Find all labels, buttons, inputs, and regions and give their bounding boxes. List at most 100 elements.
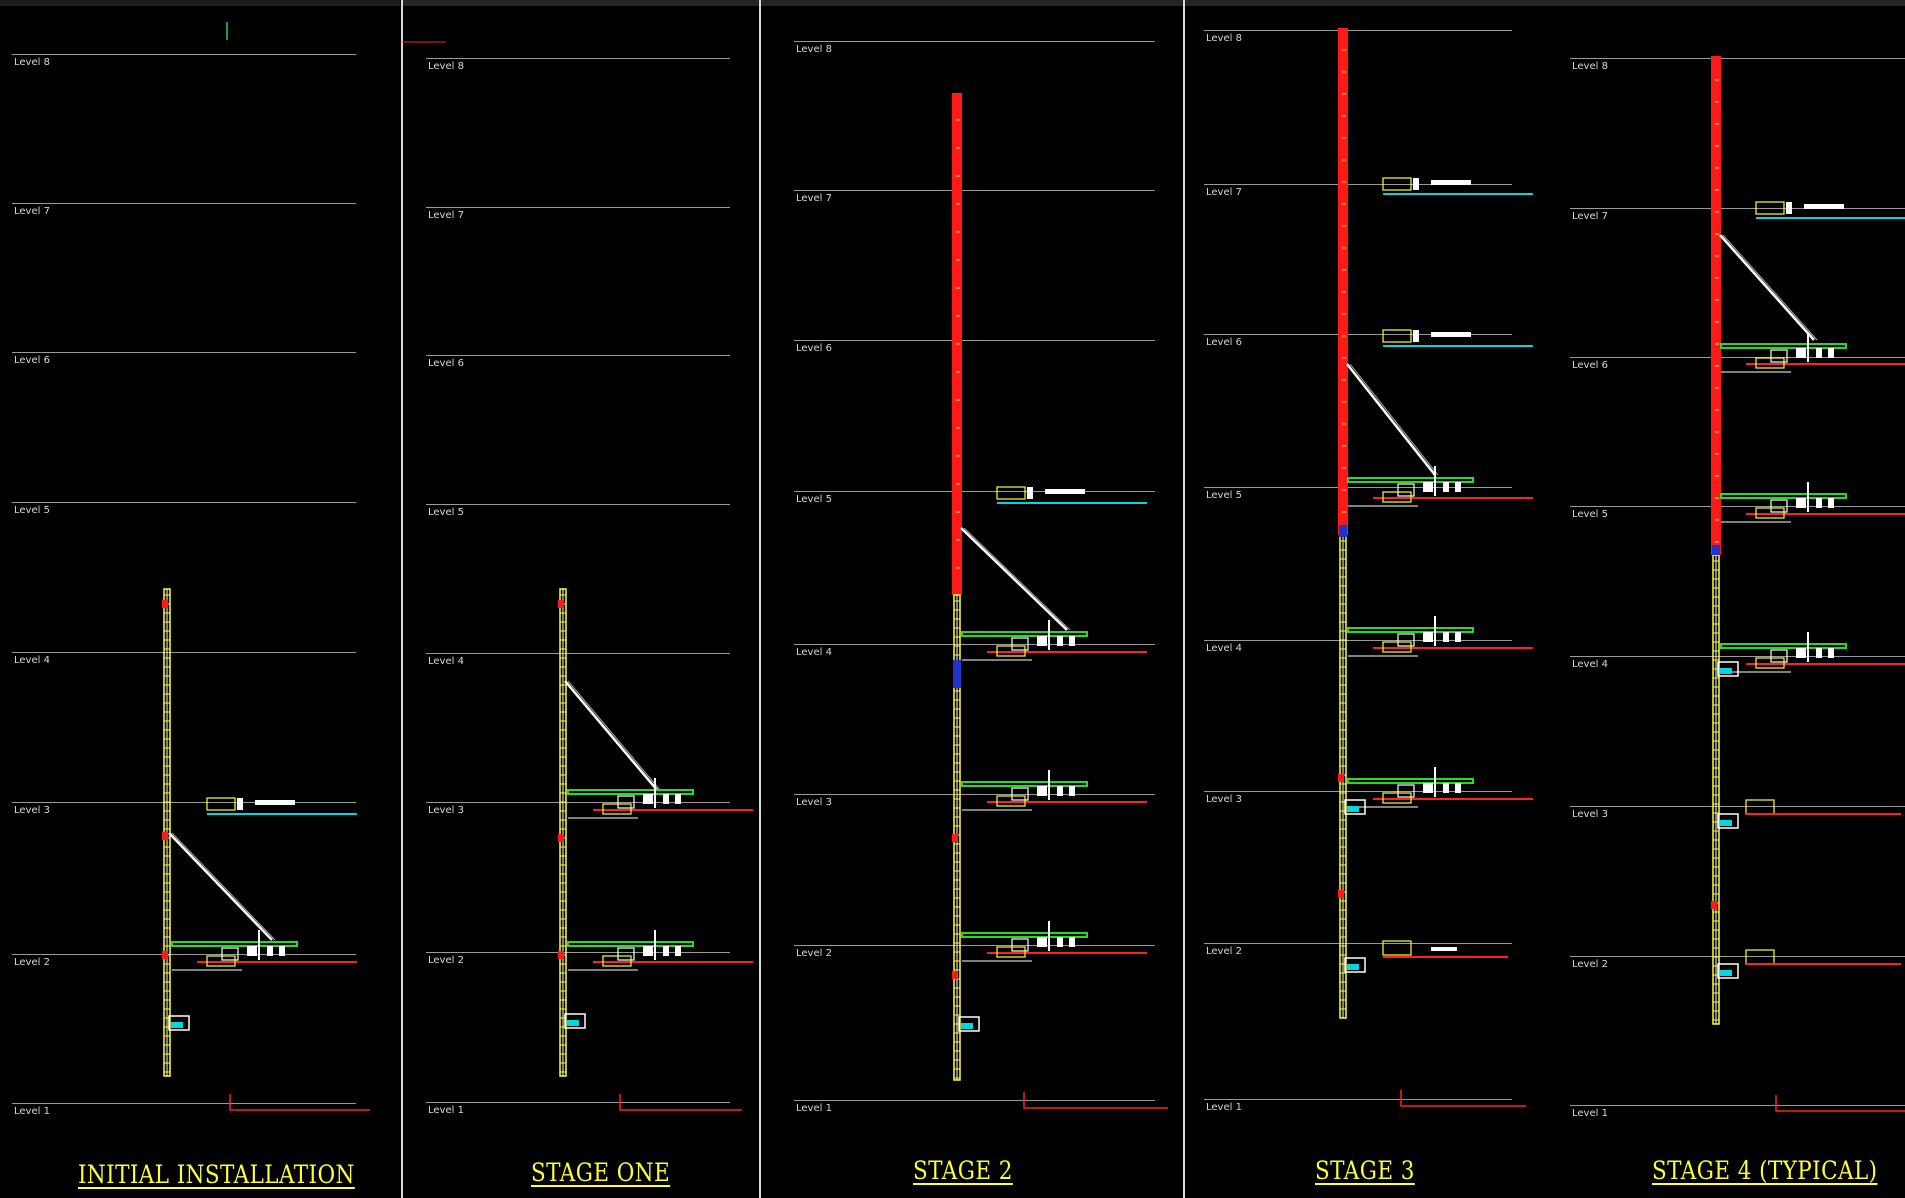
mast-tie	[162, 951, 168, 959]
platform-cage	[1011, 787, 1029, 801]
platform-block	[1423, 632, 1433, 642]
platform-cage	[1770, 649, 1788, 663]
level-label: Level 1	[14, 1106, 50, 1117]
level-line	[1204, 334, 1512, 335]
platform-block	[1816, 498, 1822, 508]
carriage	[168, 1015, 190, 1031]
level-line	[1570, 956, 1905, 957]
level-label: Level 6	[1572, 360, 1608, 371]
parked-label-box	[1045, 489, 1085, 494]
level-line	[1570, 806, 1905, 807]
level-line	[426, 207, 730, 208]
parked-label-box	[1431, 180, 1471, 185]
panel-divider	[1183, 0, 1185, 1198]
parked-unit-block	[1027, 487, 1033, 499]
hoist-unit	[1745, 799, 1775, 815]
level-line	[12, 1103, 356, 1104]
level-label: Level 3	[428, 805, 464, 816]
panel-title-stage-one: STAGE ONE	[531, 1158, 671, 1187]
platform-cage	[221, 947, 239, 961]
level-label: Level 7	[1572, 211, 1608, 222]
level-label: Level 5	[428, 507, 464, 518]
level-label: Level 3	[14, 805, 50, 816]
level-line	[1570, 656, 1905, 657]
level-label: Level 3	[1572, 809, 1608, 820]
level-label: Level 6	[14, 355, 50, 366]
level-line	[426, 653, 730, 654]
hoist-unit	[1382, 641, 1412, 653]
platform-block	[1455, 632, 1461, 642]
mast-blue-section	[1712, 545, 1720, 555]
platform-block	[1069, 937, 1075, 947]
boom-arm-inner	[1722, 234, 1818, 341]
level-label: Level 2	[796, 948, 832, 959]
carriage	[1344, 799, 1366, 815]
level-label: Level 1	[1206, 1102, 1242, 1113]
mast-tie	[1338, 774, 1344, 782]
platform-block	[1423, 783, 1433, 793]
level-label: Level 5	[1206, 490, 1242, 501]
platform-block	[643, 794, 653, 804]
parked-unit	[206, 797, 236, 811]
level-line	[426, 952, 730, 953]
boom-arm	[168, 832, 273, 941]
boom-arm-inner	[1349, 363, 1439, 476]
platform-block	[1037, 786, 1047, 796]
panel-divider	[401, 0, 403, 1198]
platform-cage	[617, 795, 635, 809]
level-line	[12, 802, 356, 803]
platform-cage	[1397, 784, 1415, 798]
carriage-fill	[1720, 668, 1732, 674]
platform-deck	[961, 932, 1088, 938]
hoist-unit	[1755, 657, 1785, 669]
platform-cage	[1770, 349, 1788, 363]
parked-label-box	[255, 800, 295, 805]
level-label: Level 1	[428, 1105, 464, 1116]
platform-deck	[1347, 627, 1474, 633]
level-line	[12, 54, 356, 55]
platform-block	[1816, 648, 1822, 658]
panel-title-stage-2: STAGE 2	[913, 1156, 1013, 1185]
carriage	[1344, 957, 1366, 973]
parked-unit	[996, 486, 1026, 500]
parked-unit-block	[237, 798, 243, 810]
level-label: Level 7	[1206, 187, 1242, 198]
carriage-fill	[1720, 820, 1732, 826]
carriage-fill	[961, 1023, 973, 1029]
ground-slab-edge	[1023, 1092, 1168, 1109]
level-line	[1204, 640, 1512, 641]
parked-label-box	[1804, 204, 1844, 209]
platform-deck	[1347, 778, 1474, 784]
level-label: Level 7	[14, 206, 50, 217]
platform-block	[1443, 482, 1449, 492]
level-line	[426, 1102, 730, 1103]
level-line	[794, 491, 1155, 492]
carriage	[958, 1016, 980, 1032]
carriage	[564, 1013, 586, 1029]
level-line	[1570, 1105, 1905, 1106]
carriage-fill	[1720, 970, 1732, 976]
platform-block	[1796, 498, 1806, 508]
hoist-unit	[996, 645, 1026, 657]
platform-deck	[961, 631, 1088, 637]
platform-deck	[961, 781, 1088, 787]
platform-block	[663, 946, 669, 956]
mast-tie	[952, 834, 958, 842]
level-label: Level 5	[14, 505, 50, 516]
mast-tie	[162, 600, 168, 608]
mast-tie	[952, 971, 958, 979]
level-line	[794, 794, 1155, 795]
platform-cage	[1770, 499, 1788, 513]
platform-deck	[567, 941, 694, 947]
platform-block	[1057, 937, 1063, 947]
level-label: Level 2	[14, 957, 50, 968]
platform-block	[267, 946, 273, 956]
mast-blue-section	[953, 660, 961, 688]
platform-block	[1455, 482, 1461, 492]
platform-block	[1037, 937, 1047, 947]
level-line	[794, 190, 1155, 191]
boom-arm-inner	[567, 680, 661, 791]
viewport-top-strip	[402, 0, 1905, 6]
boom-arm	[1346, 363, 1436, 476]
